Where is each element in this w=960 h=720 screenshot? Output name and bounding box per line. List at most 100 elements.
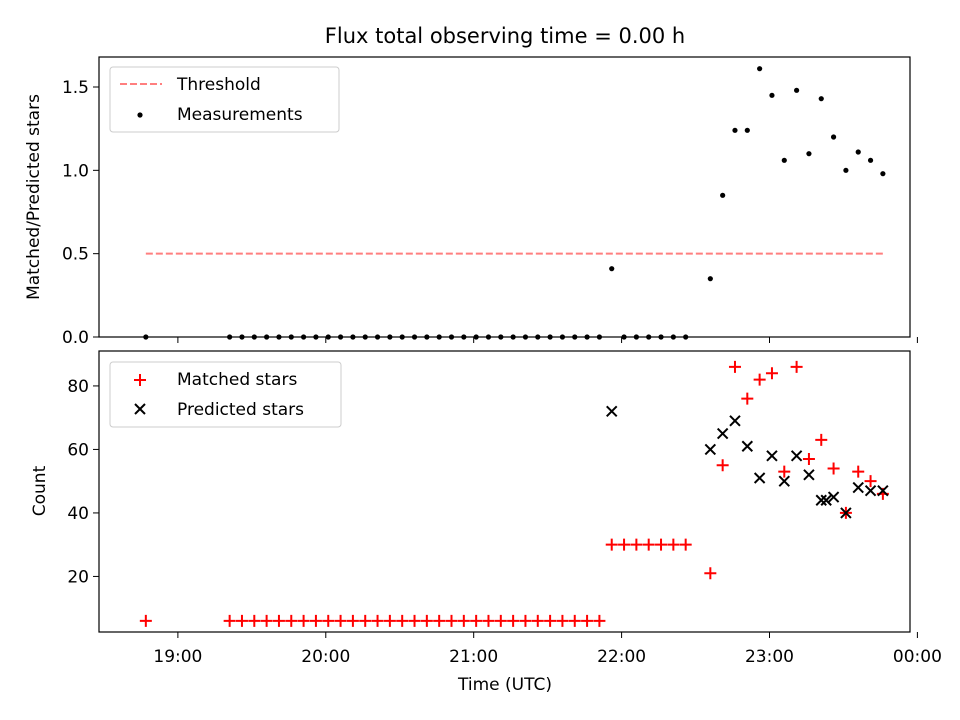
matched-star-point bbox=[741, 392, 754, 405]
chart-title: Flux total observing time = 0.00 h bbox=[325, 24, 685, 48]
matched-star-point bbox=[679, 538, 692, 551]
matched-star-point bbox=[556, 614, 569, 627]
y-tick-label: 0.5 bbox=[62, 245, 89, 265]
matched-star-point bbox=[618, 538, 631, 551]
matched-star-point bbox=[704, 567, 717, 580]
matched-star-point bbox=[581, 614, 594, 627]
matched-star-point bbox=[765, 367, 778, 380]
count-axes-frame bbox=[98, 350, 911, 633]
matched-star-point bbox=[235, 614, 248, 627]
ratio-y-ticks: 0.0 0.5 1.0 1.5 bbox=[62, 78, 99, 348]
measurement-point bbox=[757, 66, 763, 72]
matched-star-point bbox=[753, 373, 766, 386]
matched-star-point bbox=[457, 614, 470, 627]
predicted-star-point bbox=[820, 494, 832, 506]
matched-star-point bbox=[802, 452, 815, 465]
legend-matched-swatch bbox=[134, 374, 146, 386]
ratio-y-axis-label: Matched/Predicted stars bbox=[24, 94, 44, 300]
x-tick-label: 00:00 bbox=[893, 647, 942, 667]
matched-star-point bbox=[544, 614, 557, 627]
matched-star-point bbox=[531, 614, 544, 627]
matched-star-point bbox=[494, 614, 507, 627]
measurement-point bbox=[744, 127, 750, 133]
matched-star-point bbox=[248, 614, 261, 627]
x-tick-label: 23:00 bbox=[745, 647, 794, 667]
y-tick-label: 60 bbox=[67, 440, 89, 460]
predicted-star-point bbox=[803, 469, 815, 481]
ratio-legend-box bbox=[109, 66, 340, 133]
measurement-point bbox=[707, 276, 713, 282]
measurement-point bbox=[867, 157, 874, 163]
matched-star-point bbox=[852, 465, 865, 478]
matched-star-point bbox=[371, 614, 384, 627]
matched-star-point bbox=[223, 614, 236, 627]
measurement-point bbox=[843, 167, 849, 173]
legend-measurements-swatch bbox=[137, 112, 143, 118]
measurement-point bbox=[732, 127, 738, 133]
predicted-star-point bbox=[753, 472, 766, 484]
x-tick-label: 19:00 bbox=[153, 647, 202, 667]
x-tick-label: 21:00 bbox=[449, 647, 498, 667]
legend-threshold-label: Threshold bbox=[176, 75, 261, 95]
predicted-star-point bbox=[827, 491, 840, 503]
matched-star-point bbox=[630, 538, 643, 551]
measurement-point bbox=[818, 96, 824, 102]
ratio-panel: 0.0 0.5 1.0 1.5 Matched/Predicted stars Thr… bbox=[24, 56, 918, 348]
matched-star-point bbox=[383, 614, 396, 627]
matched-star-point bbox=[728, 360, 741, 373]
ratio-legend: Threshold Measurements bbox=[109, 66, 340, 133]
legend-predicted-label: Predicted stars bbox=[177, 400, 304, 420]
predicted-star-point bbox=[815, 494, 827, 506]
matched-star-point bbox=[285, 614, 298, 627]
predicted-star-point bbox=[877, 484, 889, 497]
measurement-point bbox=[720, 192, 726, 198]
predicted-star-point bbox=[778, 475, 790, 487]
y-tick-label: 1.5 bbox=[62, 78, 89, 98]
predicted-star-point bbox=[729, 415, 741, 427]
predicted-star-point bbox=[606, 405, 618, 418]
matched-star-point bbox=[272, 614, 285, 627]
legend-measurements-label: Measurements bbox=[177, 105, 303, 125]
measurement-point bbox=[855, 149, 861, 155]
matched-star-point bbox=[815, 433, 828, 446]
matched-star-point bbox=[433, 614, 446, 627]
y-tick-label: 0.0 bbox=[62, 328, 89, 348]
matched-star-point bbox=[716, 459, 729, 472]
predicted-star-point bbox=[852, 481, 864, 494]
measurement-point bbox=[781, 157, 787, 163]
matched-star-point bbox=[309, 614, 322, 627]
matched-star-point bbox=[667, 538, 680, 551]
count-marks bbox=[139, 360, 889, 627]
matched-star-point bbox=[346, 614, 359, 627]
predicted-star-point bbox=[790, 450, 803, 462]
matched-star-point bbox=[322, 614, 335, 627]
matched-star-point bbox=[864, 475, 877, 488]
y-tick-label: 40 bbox=[67, 504, 89, 524]
matched-star-point bbox=[420, 614, 433, 627]
matched-star-point bbox=[260, 614, 273, 627]
matched-star-point bbox=[778, 465, 791, 478]
measurement-point bbox=[806, 151, 812, 157]
matched-star-point bbox=[139, 614, 152, 627]
legend-predicted-swatch bbox=[134, 403, 146, 415]
x-tick-label: 22:00 bbox=[597, 647, 646, 667]
matched-star-point bbox=[827, 462, 840, 475]
measurement-point bbox=[880, 171, 886, 177]
x-axis-label: Time (UTC) bbox=[457, 675, 552, 695]
count-legend: Matched stars Predicted stars bbox=[109, 361, 342, 428]
predicted-star-point bbox=[704, 443, 717, 456]
matched-star-point bbox=[297, 614, 310, 627]
x-tick-label: 20:00 bbox=[301, 647, 350, 667]
matched-star-point bbox=[334, 614, 347, 627]
predicted-star-point bbox=[766, 450, 778, 462]
matched-star-point bbox=[359, 614, 372, 627]
y-tick-label: 1.0 bbox=[62, 161, 89, 181]
matched-star-point bbox=[396, 614, 409, 627]
count-y-ticks: 20 40 60 80 bbox=[67, 377, 99, 587]
matched-star-point bbox=[507, 614, 520, 627]
predicted-star-point bbox=[741, 440, 754, 452]
count-legend-box bbox=[109, 361, 342, 428]
y-tick-label: 20 bbox=[67, 567, 89, 587]
